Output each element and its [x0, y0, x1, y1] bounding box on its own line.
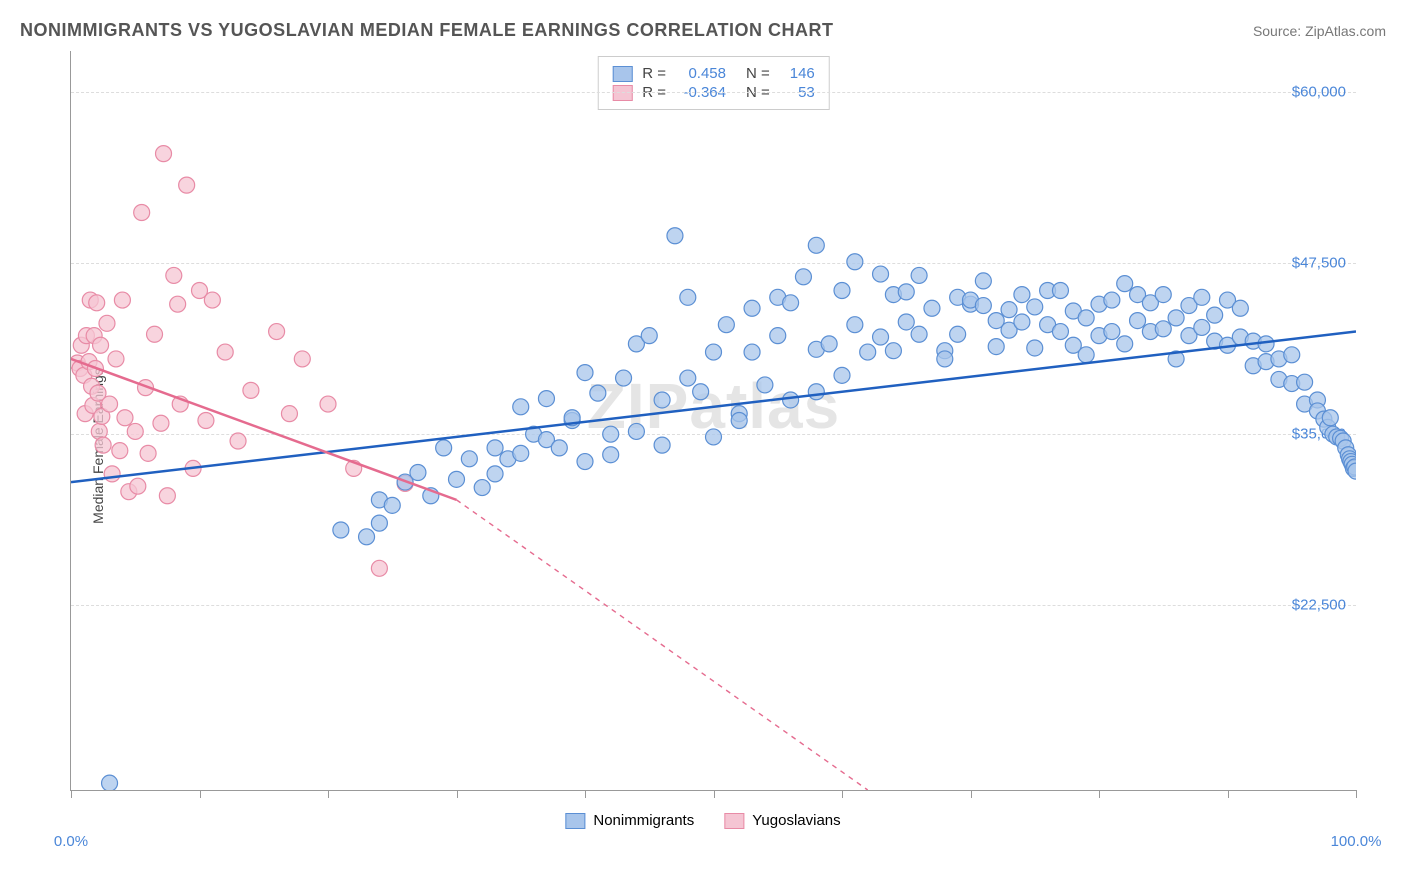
x-tick-label: 100.0%: [1331, 833, 1382, 850]
source-label: Source: ZipAtlas.com: [1253, 23, 1386, 39]
plot-wrapper: Median Female Earnings ZIPatlas R = 0.45…: [20, 51, 1386, 841]
plot-area: ZIPatlas R = 0.458 N = 146 R = -0.364 N …: [70, 51, 1356, 791]
legend-item-nonimmigrants: Nonimmigrants: [565, 812, 694, 829]
legend-label-nonimmigrants: Nonimmigrants: [593, 812, 694, 829]
legend-series: Nonimmigrants Yugoslavians: [565, 812, 840, 829]
plot-svg: [71, 51, 1356, 790]
x-tick-label: 0.0%: [54, 833, 88, 850]
chart-title: NONIMMIGRANTS VS YUGOSLAVIAN MEDIAN FEMA…: [20, 20, 834, 41]
title-row: NONIMMIGRANTS VS YUGOSLAVIAN MEDIAN FEMA…: [20, 20, 1386, 41]
legend-swatch-yugoslavians: [724, 813, 744, 829]
legend-item-yugoslavians: Yugoslavians: [724, 812, 840, 829]
legend-swatch-nonimmigrants: [565, 813, 585, 829]
legend-label-yugoslavians: Yugoslavians: [752, 812, 840, 829]
chart-container: NONIMMIGRANTS VS YUGOSLAVIAN MEDIAN FEMA…: [0, 0, 1406, 892]
